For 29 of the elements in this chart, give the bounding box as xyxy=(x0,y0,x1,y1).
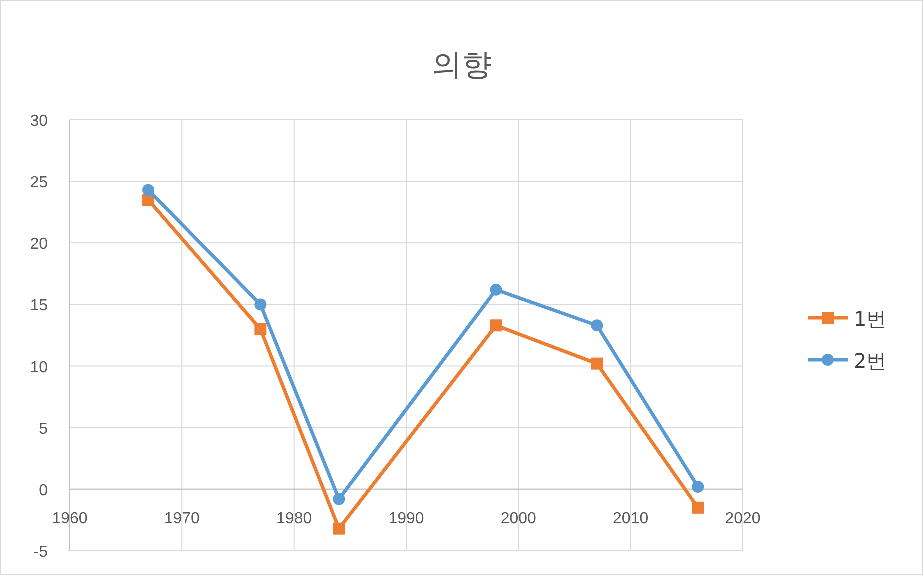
point xyxy=(142,184,155,196)
x-tick-label: 1970 xyxy=(164,510,200,528)
point xyxy=(591,320,604,332)
x-tick-label: 2020 xyxy=(725,510,761,528)
point xyxy=(333,493,346,506)
y-tick-label: 25 xyxy=(30,174,48,192)
y-tick-label: 10 xyxy=(30,359,48,376)
chart-title: 의향 xyxy=(432,48,492,83)
point xyxy=(490,284,502,296)
x-tick-label: 1960 xyxy=(52,510,88,528)
point xyxy=(490,320,502,332)
legend-label: 1번 xyxy=(854,307,887,331)
x-tick-label: 1990 xyxy=(388,510,424,528)
y-tick-label: 20 xyxy=(30,236,48,254)
point xyxy=(692,502,704,514)
point xyxy=(591,358,604,370)
y-tick-label: -5 xyxy=(34,544,48,561)
y-tick-label: 30 xyxy=(30,113,48,130)
y-tick-label: 0 xyxy=(39,482,48,500)
y-tick-label: 5 xyxy=(39,420,48,438)
x-tick-label: 1980 xyxy=(276,510,312,528)
point xyxy=(692,480,704,493)
legend-label: 2번 xyxy=(854,349,887,373)
x-tick-label: 2000 xyxy=(500,510,537,528)
y-tick-label: 15 xyxy=(30,298,48,315)
x-tick-label: 2010 xyxy=(613,510,649,528)
point xyxy=(333,522,346,535)
point xyxy=(254,298,267,311)
point xyxy=(254,323,267,336)
